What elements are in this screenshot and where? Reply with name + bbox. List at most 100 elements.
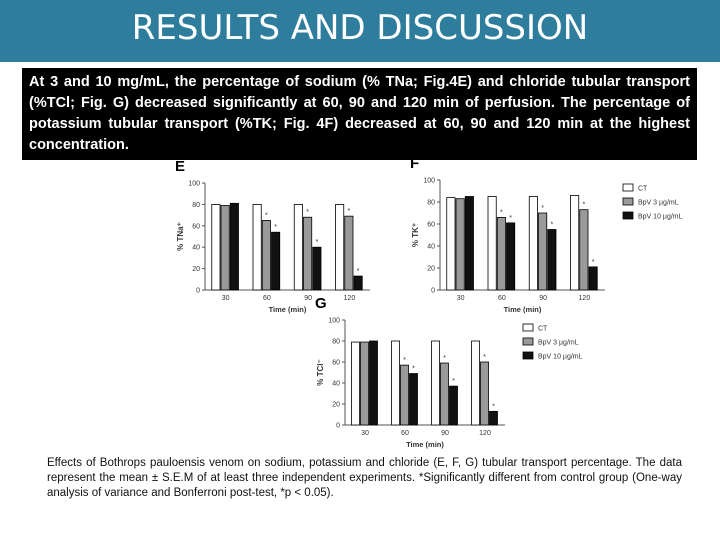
bar xyxy=(271,231,281,291)
x-tick-label: 120 xyxy=(344,295,356,302)
x-axis-label: Time (min) xyxy=(406,440,444,449)
slide-title: RESULTS AND DISCUSSION xyxy=(131,8,589,48)
bar xyxy=(487,196,497,291)
significance-mark: * xyxy=(541,205,544,212)
panel-letter: G xyxy=(315,295,327,312)
significance-mark: * xyxy=(592,259,595,266)
bar xyxy=(360,341,369,426)
y-tick-label: 80 xyxy=(192,202,200,209)
legend-label: BpV 3 µg/mL xyxy=(638,200,679,207)
legend-swatch xyxy=(622,211,634,220)
legend-label: BpV 3 µg/mL xyxy=(538,340,579,347)
y-tick-label: 80 xyxy=(427,200,435,207)
legend-label: CT xyxy=(538,326,548,333)
legend-label: BpV 10 µg/mL xyxy=(638,214,683,221)
x-tick-label: 60 xyxy=(401,430,409,437)
legend-swatch xyxy=(522,351,534,360)
y-tick-label: 100 xyxy=(423,178,435,185)
bar xyxy=(409,373,418,426)
significance-mark: * xyxy=(492,403,495,410)
bar xyxy=(353,275,363,291)
y-tick-label: 0 xyxy=(431,288,435,295)
bar xyxy=(570,194,580,291)
y-tick-label: 20 xyxy=(427,266,435,273)
legend-swatch xyxy=(522,323,534,332)
y-axis-label: % TCl⁻ xyxy=(316,359,325,385)
y-tick-label: 40 xyxy=(192,245,200,252)
bar xyxy=(229,202,239,291)
figure-caption: Effects of Bothrops pauloensis venom on … xyxy=(47,457,682,499)
significance-mark: * xyxy=(452,378,455,385)
y-tick-label: 40 xyxy=(332,381,340,388)
significance-mark: * xyxy=(500,209,503,216)
bar xyxy=(344,215,354,291)
x-tick-label: 30 xyxy=(457,295,465,302)
x-axis-label: Time (min) xyxy=(504,305,542,314)
bar xyxy=(471,340,480,426)
x-tick-label: 60 xyxy=(498,295,506,302)
significance-mark: * xyxy=(357,268,360,275)
x-tick-label: 120 xyxy=(579,295,591,302)
y-tick-label: 0 xyxy=(336,423,340,430)
bar xyxy=(252,203,262,291)
significance-mark: * xyxy=(316,239,319,246)
y-tick-label: 20 xyxy=(192,266,200,273)
y-axis-label: % TK⁺ xyxy=(411,223,420,247)
bar xyxy=(464,196,474,291)
y-tick-label: 60 xyxy=(192,223,200,230)
significance-mark: * xyxy=(348,208,351,215)
significance-mark: * xyxy=(403,357,406,364)
legend-label: CT xyxy=(638,186,648,193)
x-tick-label: 30 xyxy=(222,295,230,302)
bar xyxy=(351,341,360,426)
y-tick-label: 80 xyxy=(332,339,340,346)
significance-mark: * xyxy=(265,212,268,219)
bar xyxy=(496,216,506,291)
significance-mark: * xyxy=(412,366,415,373)
bar xyxy=(528,196,538,291)
y-tick-label: 0 xyxy=(196,288,200,295)
bar xyxy=(446,197,456,291)
legend-swatch xyxy=(622,197,634,206)
bar xyxy=(400,364,409,426)
bar xyxy=(431,340,440,426)
y-tick-label: 40 xyxy=(427,244,435,251)
y-tick-label: 20 xyxy=(332,402,340,409)
bar xyxy=(538,212,548,291)
y-tick-label: 100 xyxy=(188,181,200,188)
y-tick-label: 100 xyxy=(328,318,340,325)
bar xyxy=(506,222,516,291)
significance-mark: * xyxy=(483,354,486,361)
bar xyxy=(391,340,400,426)
bar xyxy=(211,203,221,291)
x-tick-label: 120 xyxy=(479,430,491,437)
bar xyxy=(220,205,230,291)
significance-mark: * xyxy=(509,215,512,222)
bar xyxy=(261,220,271,291)
bar xyxy=(312,246,322,291)
x-tick-label: 90 xyxy=(441,430,449,437)
bar xyxy=(579,209,589,291)
x-tick-label: 60 xyxy=(263,295,271,302)
bar xyxy=(480,361,489,426)
title-banner xyxy=(0,0,720,62)
panel-letter: E xyxy=(175,158,185,175)
bar xyxy=(335,203,345,291)
bar xyxy=(449,385,458,426)
bar xyxy=(489,410,498,426)
legend-swatch xyxy=(522,337,534,346)
x-tick-label: 30 xyxy=(361,430,369,437)
bar xyxy=(547,229,557,291)
significance-mark: * xyxy=(551,222,554,229)
legend-label: BpV 10 µg/mL xyxy=(538,354,583,361)
bar xyxy=(455,198,465,291)
significance-mark: * xyxy=(274,224,277,231)
intro-text: At 3 and 10 mg/mL, the percentage of sod… xyxy=(22,68,697,160)
bar xyxy=(588,266,598,291)
significance-mark: * xyxy=(443,355,446,362)
bar xyxy=(303,216,313,291)
significance-mark: * xyxy=(306,209,309,216)
bar xyxy=(369,340,378,426)
bar xyxy=(293,203,303,291)
